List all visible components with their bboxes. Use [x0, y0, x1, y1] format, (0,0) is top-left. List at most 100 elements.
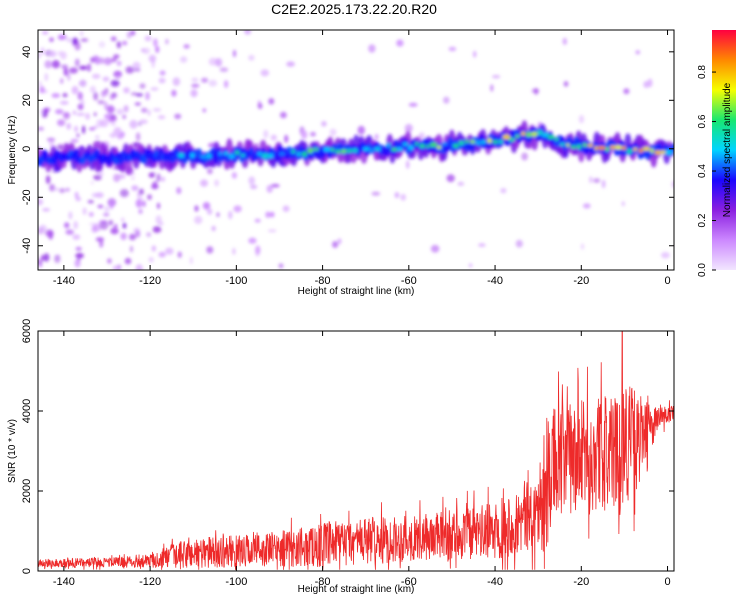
- heatmap-cell: [621, 146, 627, 151]
- heatmap-cell: [408, 102, 418, 107]
- heatmap-cell: [194, 215, 203, 225]
- heatmap-cell: [266, 184, 273, 193]
- heatmap-cell: [255, 245, 261, 255]
- heatmap-cell: [54, 255, 61, 264]
- heatmap-cell: [286, 61, 295, 67]
- heatmap-cell: [171, 89, 177, 97]
- heatmap-cell: [139, 83, 146, 89]
- heatmap-cell: [130, 176, 136, 180]
- heatmap-cell: [267, 229, 277, 233]
- heatmap-cell: [99, 119, 109, 128]
- heatmap-cell: [429, 142, 438, 148]
- heatmap-cell: [248, 54, 255, 61]
- heatmap-cell: [248, 237, 257, 244]
- heatmap-cell: [232, 49, 237, 58]
- heatmap-cell: [323, 147, 331, 152]
- heatmap-cell: [103, 57, 113, 66]
- heatmap-cell: [39, 224, 47, 232]
- heatmap-cell: [233, 205, 242, 213]
- heatmap-cell: [270, 134, 277, 141]
- heatmap-cell: [448, 46, 457, 52]
- heatmap-cell: [270, 211, 275, 218]
- heatmap-cell: [531, 131, 538, 137]
- heatmap-cell: [282, 205, 290, 212]
- heatmap-cell: [130, 92, 138, 96]
- spectrogram-frame: [37, 29, 675, 271]
- heatmap-cell: [87, 199, 94, 204]
- heatmap-cell: [148, 54, 157, 63]
- heatmap-cell: [65, 229, 74, 235]
- heatmap-cell: [589, 176, 593, 184]
- heatmap-cell: [414, 142, 419, 146]
- heatmap-cell: [443, 96, 450, 104]
- heatmap-cell: [136, 191, 141, 198]
- heatmap-cell: [418, 132, 425, 140]
- heatmap-cell: [563, 81, 569, 87]
- heatmap-cell: [400, 193, 407, 201]
- heatmap-cell: [436, 145, 442, 150]
- heatmap-cell: [75, 246, 82, 251]
- heatmap-cell: [570, 145, 577, 149]
- heatmap-cell: [151, 245, 156, 252]
- heatmap-cell: [104, 101, 108, 111]
- heatmap-cell: [104, 113, 113, 120]
- heatmap-cell: [38, 198, 44, 206]
- snr-frame: [37, 330, 675, 572]
- heatmap-cell: [59, 188, 66, 194]
- heatmap-cell: [62, 93, 68, 98]
- heatmap-cell: [113, 54, 120, 59]
- heatmap-cell: [329, 128, 337, 136]
- heatmap-cell: [206, 208, 213, 215]
- heatmap-cell: [341, 149, 347, 154]
- heatmap-cell: [254, 218, 261, 223]
- heatmap-cell: [310, 131, 316, 137]
- heatmap-cell: [270, 183, 280, 188]
- heatmap-cell: [88, 212, 94, 217]
- heatmap-cell: [124, 257, 132, 265]
- heatmap-cell: [469, 142, 475, 152]
- heatmap-cell: [72, 37, 79, 45]
- spectrogram-x-axis-label: Height of straight line (km): [298, 286, 415, 297]
- heatmap-cell: [498, 139, 504, 144]
- heatmap-cell: [172, 77, 181, 86]
- x-tick-label: 0: [664, 576, 670, 588]
- heatmap-cell: [63, 222, 70, 229]
- colorbar-tick-label: 0.6: [697, 114, 708, 128]
- heatmap-cell: [284, 134, 289, 143]
- heatmap-cell: [45, 175, 51, 185]
- heatmap-cell: [174, 113, 182, 120]
- heatmap-cell: [268, 153, 274, 159]
- heatmap-cell: [312, 148, 320, 151]
- heatmap-cell: [74, 191, 79, 199]
- heatmap-cell: [103, 212, 110, 217]
- heatmap-cell: [248, 147, 255, 155]
- colorbar: 0.0 0.2 0.4 0.6 0.8 Normalized spectral ampl…: [697, 30, 736, 277]
- heatmap-cell: [223, 151, 229, 155]
- heatmap-cell: [138, 208, 143, 215]
- heatmap-cell: [107, 258, 112, 264]
- colorbar-label: Normalized spectral amplitude: [722, 82, 733, 217]
- heatmap-cell: [69, 67, 78, 74]
- snr-y-axis-label: SNR (10 * v/v): [7, 419, 18, 483]
- heatmap-cell: [441, 142, 448, 146]
- heatmap-cell: [650, 148, 654, 154]
- heatmap-cell: [396, 147, 403, 151]
- heatmap-cell: [142, 47, 151, 55]
- heatmap-cell: [102, 76, 110, 82]
- colorbar-bar: [712, 30, 736, 270]
- heatmap-cell: [265, 211, 271, 218]
- heatmap-cell: [559, 142, 566, 146]
- x-tick-label: -40: [487, 275, 503, 287]
- heatmap-cell: [601, 179, 606, 189]
- heatmap-cell: [123, 105, 129, 113]
- heatmap-cell: [492, 75, 501, 79]
- heatmap-cell: [177, 251, 182, 258]
- heatmap-cell: [92, 73, 101, 79]
- heatmap-cell: [158, 251, 166, 258]
- heatmap-cell: [661, 252, 670, 259]
- heatmap-cell: [508, 137, 516, 142]
- heatmap-cell: [597, 145, 606, 150]
- heatmap-cell: [581, 243, 584, 250]
- heatmap-cell: [116, 41, 122, 49]
- heatmap-cell: [357, 125, 365, 135]
